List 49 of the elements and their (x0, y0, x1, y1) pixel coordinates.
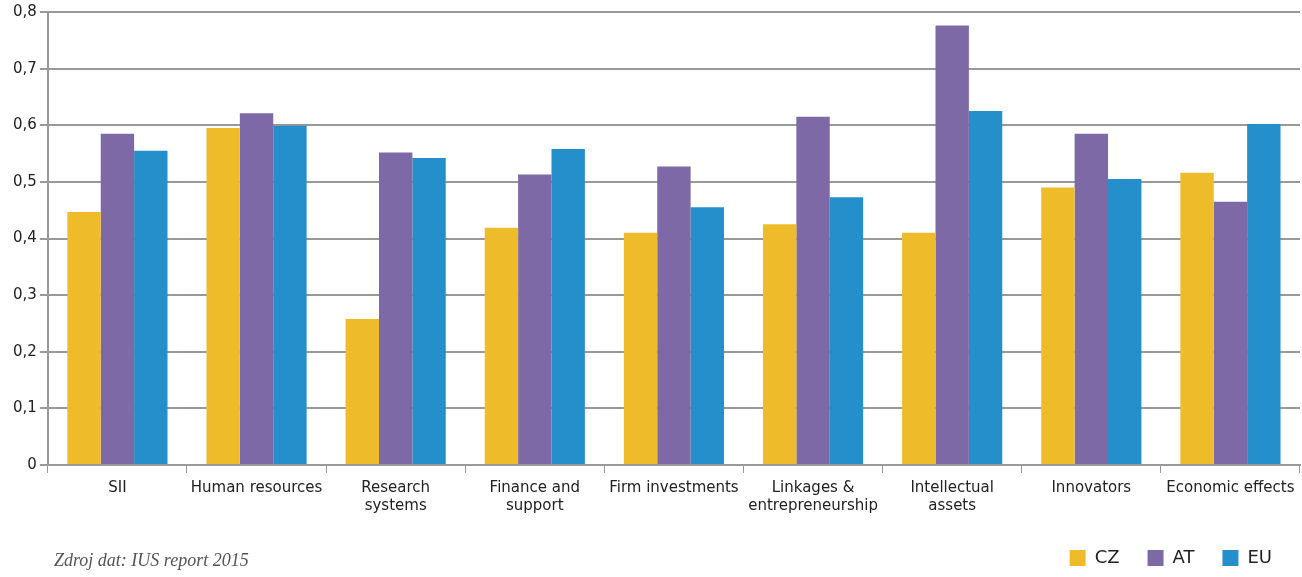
bar (67, 211, 101, 464)
bar (902, 232, 936, 464)
y-tick-label: 0 (27, 454, 37, 473)
legend-label: EU (1247, 545, 1273, 567)
bar (345, 318, 379, 464)
bar (1041, 187, 1075, 464)
y-tick-label: 0,4 (13, 228, 37, 247)
y-tick-label: 0,8 (13, 1, 37, 20)
y-tick-label: 0,2 (13, 341, 37, 360)
x-tick-label: Finance and support (489, 477, 580, 514)
bar (1213, 201, 1248, 464)
bar (100, 133, 135, 464)
bar (796, 116, 830, 464)
y-tick-label: 0,7 (13, 58, 37, 77)
bar (1074, 133, 1108, 464)
bar (935, 25, 969, 464)
bar (273, 125, 307, 464)
bar (829, 197, 864, 464)
text: Zdroj dat: IUS report 2015 (54, 550, 249, 571)
bar (762, 224, 797, 464)
bar (968, 111, 1003, 464)
bar (378, 152, 413, 464)
bar (551, 149, 585, 464)
bar (1108, 179, 1142, 464)
x-tick-label: Human resources (190, 477, 323, 496)
x-tick-label: Research systems (361, 477, 431, 514)
bar (484, 227, 519, 464)
y-tick-label: 0,6 (13, 115, 37, 134)
legend-label: AT (1172, 545, 1196, 567)
bar (1247, 124, 1281, 464)
x-tick-label: Linkages & entrepreneurship (748, 477, 878, 514)
x-tick-label: Firm investments (609, 477, 739, 496)
y-tick-label: 0,3 (13, 285, 37, 304)
bar (206, 128, 240, 464)
x-tick-label: SII (108, 477, 127, 496)
x-tick-label: Economic effects (1166, 477, 1295, 496)
bar (623, 232, 658, 464)
bar (134, 150, 168, 464)
x-tick-label: Intellectual assets (910, 477, 994, 514)
bar (239, 113, 274, 464)
bar (657, 166, 691, 464)
y-tick-label: 0,5 (13, 171, 37, 190)
x-tick-label: Innovators (1051, 477, 1132, 496)
legend-label: CZ (1094, 545, 1120, 567)
bar (412, 158, 446, 464)
bar (1180, 172, 1214, 464)
bar (518, 174, 552, 464)
bar (690, 207, 725, 464)
y-tick-label: 0,1 (13, 398, 37, 417)
